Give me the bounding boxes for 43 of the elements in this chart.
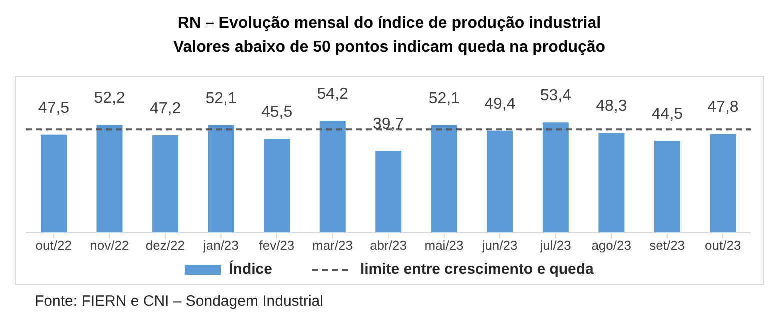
data-label: 49,4: [484, 96, 516, 113]
source-note: Fonte: FIERN e CNI – Sondagem Industrial: [35, 293, 324, 310]
bar: [96, 125, 123, 233]
data-label: 48,3: [596, 98, 628, 116]
data-label: 54,2: [317, 86, 349, 103]
x-tick-label: ago/23: [592, 238, 632, 254]
data-label: 52,1: [206, 90, 237, 108]
legend-label: Índice: [229, 261, 272, 278]
x-tick-label: jun/23: [481, 238, 518, 254]
x-tick-label: fev/23: [259, 238, 295, 254]
x-tick-label: mar/23: [312, 238, 353, 254]
data-label: 52,2: [94, 90, 126, 108]
bar: [320, 121, 346, 233]
chart-subtitle: Valores abaixo de 50 pontos indicam queda na produção: [172, 38, 607, 58]
bar: [152, 135, 179, 233]
bar: [542, 122, 569, 233]
x-tick-label: mai/23: [424, 238, 464, 254]
x-tick-label: nov/22: [90, 238, 130, 254]
x-tick-label: set/23: [650, 238, 686, 254]
bar: [710, 134, 736, 233]
data-label: 52,1: [428, 90, 460, 108]
x-tick-label: out/22: [36, 238, 72, 254]
x-tick-label: dez/22: [146, 238, 185, 254]
x-tick-label: abr/23: [370, 238, 407, 254]
x-tick-label: jul/23: [539, 238, 572, 254]
bar: [598, 133, 625, 233]
data-label: 53,4: [540, 88, 572, 105]
bar: [654, 141, 680, 233]
bar: [431, 125, 458, 233]
data-label: 44,5: [652, 106, 684, 124]
bar: [487, 130, 514, 233]
chart-title: RN – Evolução mensal do índice de produção industrial: [176, 14, 602, 34]
legend-label: limite entre crescimento e queda: [360, 261, 594, 278]
data-label: 45,5: [262, 104, 293, 121]
x-tick-label: out/23: [705, 238, 742, 254]
x-tick-label: jan/23: [202, 238, 239, 254]
data-label: 47,8: [708, 99, 739, 116]
data-label: 47,2: [150, 100, 182, 118]
data-label: 47,5: [38, 100, 70, 117]
bar: [208, 125, 234, 233]
bar: [264, 138, 290, 233]
bar: [376, 150, 402, 233]
bar: [41, 134, 67, 233]
